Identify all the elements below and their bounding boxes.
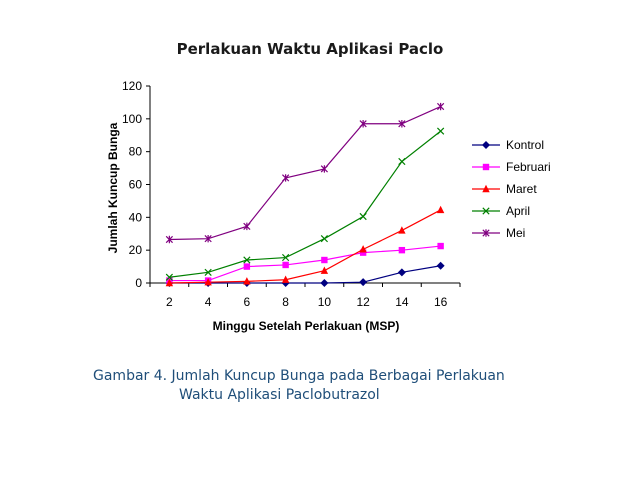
series-line-kontrol bbox=[169, 265, 441, 284]
data-point-februari bbox=[321, 256, 328, 264]
y-tick-label: 120 bbox=[122, 79, 142, 93]
legend-marker bbox=[482, 207, 490, 215]
x-tick-label: 2 bbox=[166, 295, 173, 309]
legend-marker bbox=[482, 229, 490, 237]
x-tick-label: 6 bbox=[244, 295, 251, 309]
data-point-kontrol bbox=[359, 278, 368, 287]
data-point-kontrol bbox=[320, 279, 329, 287]
data-point-februari bbox=[359, 249, 367, 256]
data-point-maret bbox=[204, 277, 212, 286]
legend-label: Februari bbox=[506, 160, 551, 174]
data-point-mei bbox=[282, 174, 290, 182]
series-layer bbox=[165, 102, 445, 287]
series-maret bbox=[165, 205, 445, 287]
x-axis-label: Minggu Setelah Perlakuan (MSP) bbox=[213, 319, 400, 333]
data-point-mei bbox=[204, 234, 212, 243]
data-point-februari bbox=[398, 246, 406, 254]
y-tick-label: 60 bbox=[129, 178, 143, 192]
legend-item-februari: Februari bbox=[472, 160, 551, 174]
y-tick-label: 100 bbox=[122, 112, 142, 126]
x-axis-ticks: 2 4 6 8 10 12 14 16 bbox=[149, 283, 461, 309]
data-point-april bbox=[398, 157, 406, 166]
data-point-maret bbox=[398, 226, 406, 234]
data-point-kontrol bbox=[397, 268, 406, 277]
data-point-februari bbox=[437, 242, 444, 250]
legend-label: Maret bbox=[506, 182, 537, 196]
legend-item-kontrol: Kontrol bbox=[472, 138, 544, 152]
data-point-maret bbox=[165, 278, 174, 287]
data-point-april bbox=[165, 273, 173, 281]
y-tick-label: 40 bbox=[129, 210, 143, 224]
data-point-maret bbox=[243, 277, 251, 285]
data-point-maret bbox=[320, 266, 329, 274]
legend-label: April bbox=[506, 204, 530, 218]
y-tick-label: 20 bbox=[129, 243, 143, 257]
series-line-maret bbox=[169, 209, 441, 284]
series-april bbox=[165, 127, 445, 281]
x-tick-label: 16 bbox=[434, 295, 448, 309]
y-tick-label: 0 bbox=[135, 276, 142, 290]
x-tick-label: 12 bbox=[356, 295, 370, 309]
legend-item-mei: Mei bbox=[472, 226, 525, 240]
data-point-april bbox=[359, 212, 367, 221]
chart-axes bbox=[149, 86, 460, 284]
data-point-mei bbox=[165, 235, 173, 244]
data-point-april bbox=[204, 268, 212, 276]
x-tick-label: 8 bbox=[282, 295, 289, 309]
data-point-april bbox=[243, 256, 251, 264]
figure-caption: Gambar 4. Jumlah Kuncup Bunga pada Berba… bbox=[93, 367, 613, 405]
data-point-april bbox=[437, 127, 445, 135]
chart-legend: Kontrol Februari Maret April Mei bbox=[472, 138, 551, 240]
legend-label: Kontrol bbox=[506, 138, 544, 152]
y-axis-ticks: 0 20 40 60 80 100 120 bbox=[122, 79, 150, 290]
data-point-mei bbox=[243, 222, 251, 231]
data-point-maret bbox=[436, 205, 445, 214]
data-point-april bbox=[320, 235, 328, 243]
data-point-april bbox=[282, 253, 290, 262]
x-tick-label: 14 bbox=[395, 295, 409, 309]
data-point-februari bbox=[282, 261, 289, 269]
data-point-mei bbox=[359, 120, 367, 128]
y-axis-label: Jumlah Kuncup Bunga bbox=[106, 122, 120, 253]
data-point-kontrol bbox=[436, 261, 445, 270]
chart-title: Perlakuan Waktu Aplikasi Paclo bbox=[176, 40, 444, 58]
x-tick-label: 10 bbox=[318, 295, 332, 309]
legend-label: Mei bbox=[506, 226, 525, 240]
legend-item-maret: Maret bbox=[472, 182, 537, 196]
x-tick-label: 4 bbox=[205, 295, 212, 309]
caption-line-2: Waktu Aplikasi Paclobutrazol bbox=[179, 387, 380, 403]
caption-line-1: Gambar 4. Jumlah Kuncup Bunga pada Berba… bbox=[93, 368, 505, 384]
data-point-februari bbox=[243, 263, 251, 270]
series-februari bbox=[166, 242, 444, 284]
legend-marker bbox=[482, 163, 490, 171]
series-mei bbox=[165, 102, 445, 244]
data-point-maret bbox=[359, 245, 367, 253]
legend-marker bbox=[482, 184, 490, 193]
series-line-april bbox=[169, 130, 441, 278]
data-point-mei bbox=[437, 102, 445, 111]
data-point-mei bbox=[320, 165, 328, 173]
legend-marker bbox=[482, 141, 490, 149]
legend-item-april: April bbox=[472, 204, 530, 218]
series-line-februari bbox=[169, 245, 441, 282]
data-point-mei bbox=[398, 120, 406, 128]
y-tick-label: 80 bbox=[129, 145, 143, 159]
data-point-maret bbox=[281, 275, 290, 283]
series-line-mei bbox=[169, 105, 441, 241]
